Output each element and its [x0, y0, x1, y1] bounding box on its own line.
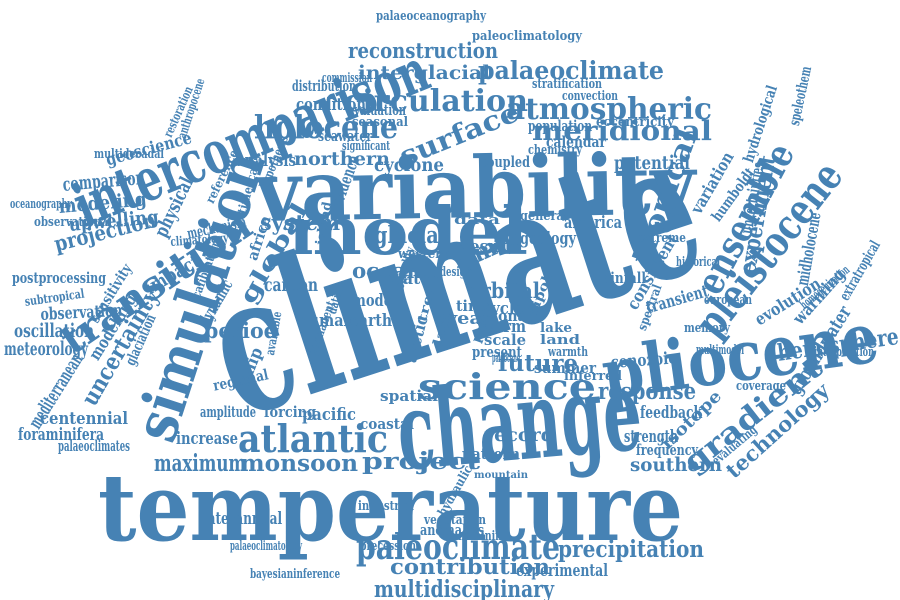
word: result [462, 238, 512, 255]
word: potential [614, 154, 690, 173]
word: multidisciplinary [374, 578, 554, 600]
word: observational [34, 216, 112, 229]
word: forcing [264, 406, 316, 421]
word: significant [342, 140, 390, 153]
word: general [520, 210, 568, 223]
word: coverage [736, 380, 786, 393]
word: palaeoceanography [376, 10, 486, 23]
word: seasonal [352, 116, 408, 129]
word: data [454, 214, 500, 227]
word: design [440, 266, 472, 279]
word: eccentricity [596, 116, 674, 129]
word: increase [176, 430, 238, 447]
word: hominin [458, 530, 502, 543]
word: western [398, 248, 450, 261]
word: pattern [462, 448, 520, 463]
word: paleocene [492, 352, 520, 365]
word: monsoon [240, 452, 358, 475]
word: earth [350, 312, 392, 329]
word: reconstruction [348, 40, 498, 61]
word: interpolation [814, 346, 874, 359]
word: interglacial [358, 64, 490, 83]
word: warmth [548, 346, 588, 359]
word: mode [352, 292, 392, 309]
word: convection [562, 90, 618, 103]
word: bayesianinference [250, 568, 340, 581]
word: vegetation [424, 514, 486, 527]
word: coastal [360, 418, 414, 433]
word: rainfall [596, 272, 646, 287]
word: memory [684, 322, 730, 335]
word: cyclone [374, 156, 444, 175]
word: interannual [202, 510, 282, 527]
word: response [598, 380, 696, 403]
word: oceanography [10, 198, 72, 211]
word: precipitation [558, 538, 704, 561]
word: experimental [516, 562, 608, 579]
word: geology [520, 230, 576, 247]
word: population [528, 120, 592, 135]
word: industrial [358, 500, 414, 513]
word: commission [322, 72, 372, 85]
word: amplitude [200, 406, 256, 421]
word: maximum [154, 452, 246, 475]
word: precession [360, 540, 416, 553]
word: calendar [546, 136, 606, 151]
word: carbon [264, 276, 318, 295]
word: feedback [640, 404, 702, 421]
word: time [456, 300, 492, 315]
word: european [704, 294, 752, 307]
word: postprocessing [12, 272, 106, 287]
word: glacial [374, 224, 446, 247]
word: multidecadal [94, 148, 164, 161]
word: frequency [636, 444, 698, 459]
word: palaeoclimates [58, 440, 130, 455]
word: historical [676, 256, 720, 269]
word: spatial [380, 390, 438, 405]
word: speleothem [788, 65, 815, 127]
word: mountain [474, 470, 528, 481]
word: palaeoclimatology [230, 540, 302, 553]
word: inferred [564, 370, 622, 383]
word: stratification [532, 78, 602, 91]
word: record [484, 426, 554, 445]
word: extreme [638, 232, 686, 245]
word: paleoclimatology [472, 30, 582, 43]
word: multimodel [696, 344, 744, 357]
word: coupled [480, 156, 530, 171]
